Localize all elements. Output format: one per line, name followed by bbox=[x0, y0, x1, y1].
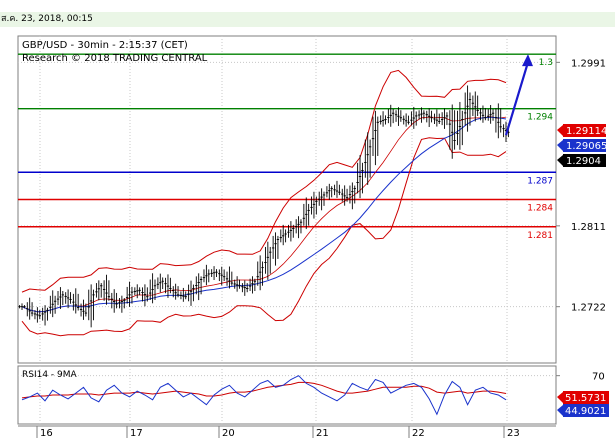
price-marker-pointer bbox=[557, 140, 563, 151]
x-tick-label: 22 bbox=[412, 428, 425, 439]
price-tick-label: 1.2991 bbox=[571, 58, 606, 69]
price-marker-box bbox=[563, 154, 606, 167]
rsi-axis: 70 51.5731 44.9021 bbox=[556, 372, 609, 417]
rsi-marker-label: 51.5731 bbox=[565, 393, 606, 404]
price-tick-label: 1.2722 bbox=[571, 303, 606, 314]
level-lines: 1.3 1.294 1.287 1.284 1.281 bbox=[18, 53, 556, 241]
bollinger-bands bbox=[21, 69, 507, 337]
price-marker-pointer bbox=[557, 125, 563, 136]
price-tick-label: 1.2811 bbox=[571, 222, 606, 233]
rsi-gridlines bbox=[18, 366, 556, 424]
rsi-marker-box bbox=[563, 404, 609, 417]
level-label: 1.284 bbox=[527, 204, 553, 214]
forecast-line bbox=[504, 61, 530, 136]
lower-band bbox=[21, 137, 507, 337]
price-marker-pointer bbox=[557, 155, 563, 166]
x-tick-label: 20 bbox=[222, 428, 235, 439]
rsi-marker-box bbox=[563, 391, 609, 404]
price-marker-label: 1.29065 bbox=[566, 141, 607, 152]
forecast-arrowhead bbox=[522, 54, 533, 67]
chart-title: GBP/USD - 30min - 2:15:37 (CET) bbox=[22, 40, 188, 51]
header-band bbox=[0, 12, 615, 27]
price-marker-label: 1.29114 bbox=[566, 126, 607, 137]
x-tick-label: 16 bbox=[40, 428, 53, 439]
level-label: 1.294 bbox=[527, 113, 553, 123]
x-axis: 16 17 20 21 22 23 bbox=[18, 425, 556, 439]
rsi-ma-line bbox=[21, 381, 507, 399]
level-label: 1.3 bbox=[539, 58, 553, 68]
chart-subtitle: Research © 2018 TRADING CENTRAL bbox=[22, 53, 208, 64]
moving-average-line bbox=[21, 116, 507, 313]
upper-band bbox=[21, 69, 507, 293]
price-axis: 1.2991 1.2811 1.2722 1.29114 1.29065 1.2904 bbox=[556, 58, 607, 314]
x-tick-label: 17 bbox=[130, 428, 143, 439]
middle-band bbox=[21, 116, 507, 313]
x-tick-label: 21 bbox=[316, 428, 329, 439]
rsi-pane bbox=[17, 365, 557, 425]
rsi-line bbox=[21, 375, 507, 416]
price-marker-label: 1.2904 bbox=[566, 156, 601, 167]
level-label: 1.287 bbox=[527, 176, 553, 186]
level-label: 1.281 bbox=[527, 231, 553, 241]
rsi-tick-label: 70 bbox=[592, 372, 605, 383]
price-marker-box bbox=[563, 124, 606, 137]
rsi-marker-label: 44.9021 bbox=[565, 406, 606, 417]
x-tick-label: 23 bbox=[507, 428, 520, 439]
price-gridlines bbox=[18, 36, 556, 363]
forecast-arrow bbox=[504, 54, 533, 136]
price-marker-box bbox=[563, 139, 606, 152]
rsi-label: RSI14 - 9MA bbox=[22, 370, 78, 380]
rsi-lines bbox=[21, 375, 507, 416]
candles bbox=[18, 85, 510, 328]
rsi-marker-pointer bbox=[557, 405, 563, 416]
timestamp: ส.ค. 23, 2018, 00:15 bbox=[1, 14, 93, 24]
rsi-marker-pointer bbox=[557, 392, 563, 403]
